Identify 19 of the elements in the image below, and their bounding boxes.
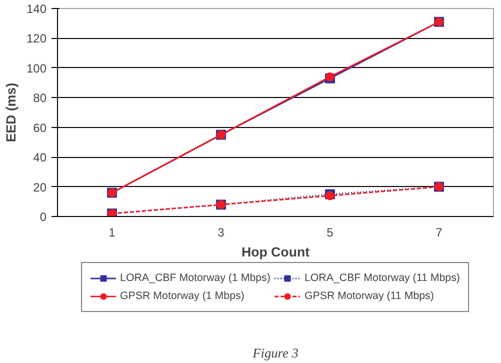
- legend-label: GPSR Motorway (1 Mbps): [120, 289, 244, 303]
- y-tick-label: 140: [26, 2, 47, 16]
- legend-label: LORA_CBF Motorway (1 Mbps): [120, 271, 270, 285]
- y-tick-label: 0: [40, 210, 47, 224]
- caption: Figure 3: [252, 346, 299, 360]
- y-tick-label: 20: [33, 180, 47, 194]
- x-tick-label: 1: [108, 226, 116, 240]
- y-tick-label: 40: [33, 150, 47, 165]
- x-axis-title: Hop Count: [241, 244, 310, 260]
- y-tick-label: 60: [33, 120, 47, 135]
- y-tick-label: 80: [33, 91, 47, 106]
- y-tick-label: 120: [26, 32, 47, 46]
- legend-label: GPSR Motorway (11 Mbps): [304, 289, 434, 303]
- y-axis-title: EED (ms): [3, 82, 18, 142]
- x-tick-label: 7: [436, 226, 443, 240]
- legend-label: LORA_CBF Motorway (11 Mbps): [304, 271, 460, 285]
- x-tick-label: 5: [326, 226, 334, 240]
- y-tick-label: 100: [26, 61, 47, 76]
- x-tick-label: 3: [218, 226, 225, 240]
